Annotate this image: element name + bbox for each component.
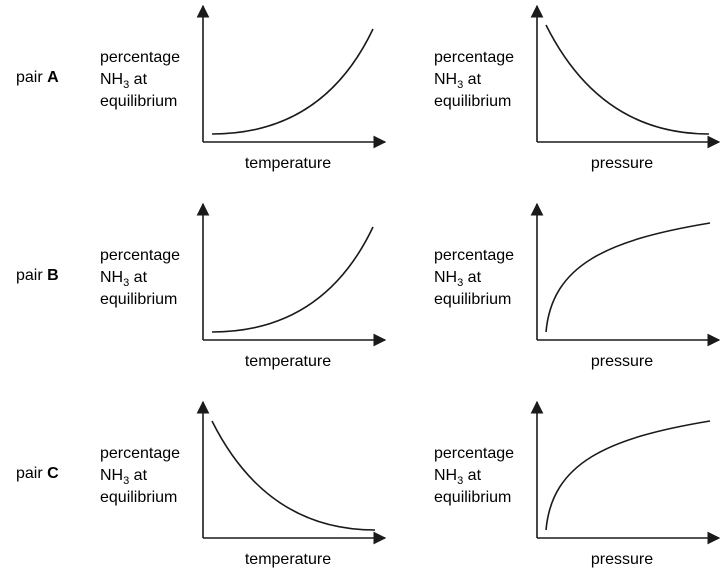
pair-letter: B [47, 267, 59, 284]
xlabel: pressure [591, 155, 653, 172]
pair-prefix: pair [16, 465, 47, 482]
pair-label-C: pair C [16, 465, 59, 482]
ylabel-line-1: percentage [434, 49, 514, 66]
graph-C-temperature: percentage NH3 at equilibrium temperature [100, 400, 387, 568]
ylabel-line-1: percentage [434, 247, 514, 264]
ylabel-line-1: percentage [100, 247, 180, 264]
curve-decreasing-convex [545, 24, 710, 135]
xlabel: temperature [245, 353, 331, 370]
graph-B-pressure: percentage NH3 at equilibrium pressure [434, 202, 721, 370]
pair-label-B: pair B [16, 267, 59, 284]
ylabel-line-3: equilibrium [434, 93, 511, 110]
ylabel-line-2: NH3 at [434, 467, 482, 487]
pair-prefix: pair [16, 69, 47, 86]
ylabel-line-3: equilibrium [100, 93, 177, 110]
ylabel-line-3: equilibrium [100, 291, 177, 308]
ylabel-line-2: NH3 at [100, 71, 148, 91]
pair-label-A: pair A [16, 69, 59, 86]
xlabel: temperature [245, 551, 331, 568]
pair-letter: A [47, 69, 59, 86]
ylabel-line-1: percentage [434, 445, 514, 462]
curve-increasing-convex [211, 226, 374, 333]
graph-A-pressure: percentage NH3 at equilibrium pressure [434, 4, 721, 172]
curve-increasing-convex [211, 28, 374, 135]
xlabel: temperature [245, 155, 331, 172]
ylabel-line-2: NH3 at [434, 269, 482, 289]
ylabel-line-2: NH3 at [100, 269, 148, 289]
ylabel-line-3: equilibrium [434, 489, 511, 506]
ylabel-line-3: equilibrium [434, 291, 511, 308]
pair-letter: C [47, 465, 59, 482]
ylabel-line-2: NH3 at [100, 467, 148, 487]
ylabel-line-3: equilibrium [100, 489, 177, 506]
ylabel-line-2: NH3 at [434, 71, 482, 91]
graph-B-temperature: percentage NH3 at equilibrium temperature [100, 202, 387, 370]
curve-increasing-concave [545, 420, 711, 531]
graph-A-temperature: percentage NH3 at equilibrium temperature [100, 4, 387, 172]
curve-increasing-concave [545, 222, 711, 333]
pair-prefix: pair [16, 267, 47, 284]
ylabel-line-1: percentage [100, 445, 180, 462]
xlabel: pressure [591, 551, 653, 568]
ylabel-line-1: percentage [100, 49, 180, 66]
curve-decreasing-convex [211, 420, 376, 531]
xlabel: pressure [591, 353, 653, 370]
graph-C-pressure: percentage NH3 at equilibrium pressure [434, 400, 721, 568]
